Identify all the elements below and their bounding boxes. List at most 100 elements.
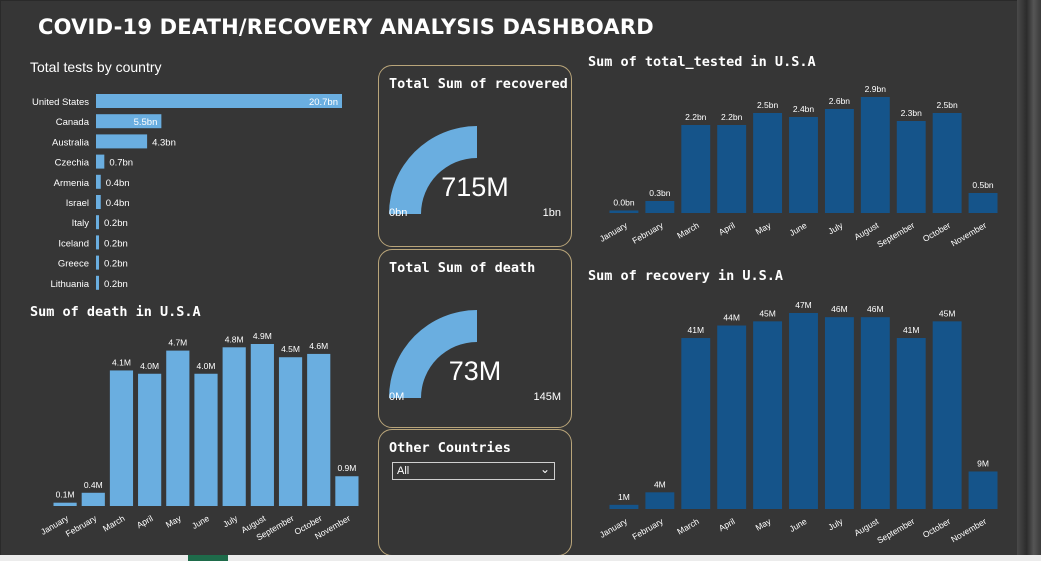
month-label: August xyxy=(852,516,880,538)
country-bar xyxy=(96,275,99,290)
month-label: January xyxy=(598,516,630,540)
bar xyxy=(194,373,218,506)
bar xyxy=(645,201,675,213)
bar-value-label: 0.3bn xyxy=(649,188,671,198)
bar-value-label: 46M xyxy=(831,304,848,314)
country-value-label: 0.2bn xyxy=(104,279,128,290)
recovery-usa-title: Sum of recovery in U.S.A xyxy=(588,268,784,284)
tests-by-country-title: Total tests by country xyxy=(30,59,162,75)
country-value-label: 5.5bn xyxy=(134,117,158,128)
bar xyxy=(250,344,274,506)
bar xyxy=(609,504,639,509)
month-label: March xyxy=(101,513,127,534)
bar-value-label: 2.2bn xyxy=(721,112,743,122)
month-label: March xyxy=(675,516,701,537)
bar xyxy=(307,353,331,506)
bar-value-label: 46M xyxy=(867,304,884,314)
month-label: April xyxy=(135,513,155,530)
country-label: United States xyxy=(32,97,89,108)
bar xyxy=(717,325,747,509)
bar-value-label: 2.9bn xyxy=(865,84,887,94)
recovered-gauge: 715M 0bn 1bn xyxy=(389,126,561,219)
month-label: March xyxy=(675,220,701,241)
bar xyxy=(753,113,783,213)
death-usa-title: Sum of death in U.S.A xyxy=(30,304,201,320)
country-label: Australia xyxy=(52,137,90,148)
bar-value-label: 4.6M xyxy=(309,341,328,351)
month-label: October xyxy=(921,516,952,540)
bar-value-label: 41M xyxy=(687,325,704,335)
window-edge xyxy=(1017,0,1041,561)
bottom-strip xyxy=(0,555,1041,561)
bar xyxy=(335,476,359,506)
death-gauge-title: Total Sum of death xyxy=(389,260,536,276)
country-label: Lithuania xyxy=(50,279,89,290)
country-filter-dropdown[interactable]: All ⌄ xyxy=(392,462,555,480)
death-usa-chart: 0.1MJanuary0.4MFebruary4.1MMarch4.0MApri… xyxy=(39,331,359,543)
bar-value-label: 2.3bn xyxy=(901,108,923,118)
bar xyxy=(789,117,818,213)
death-gauge-card: Total Sum of death 73M 0M 145M xyxy=(378,249,572,428)
country-value-label: 0.7bn xyxy=(109,158,133,169)
month-label: June xyxy=(788,220,809,238)
gauge-min-label: 0M xyxy=(389,391,404,403)
month-label: July xyxy=(826,220,845,237)
gauge-max-label: 145M xyxy=(533,391,561,403)
recovered-gauge-card: Total Sum of recovered 715M 0bn 1bn xyxy=(378,65,572,247)
bar xyxy=(896,338,926,509)
bar-value-label: 47M xyxy=(795,300,812,310)
month-label: October xyxy=(921,220,952,244)
bar-value-label: 44M xyxy=(723,313,740,323)
gauge-max-label: 1bn xyxy=(543,207,561,219)
month-label: November xyxy=(949,220,988,248)
gauge-arc xyxy=(389,310,477,398)
death-gauge: 73M 0M 145M xyxy=(389,310,561,403)
chevron-down-icon: ⌄ xyxy=(539,462,550,476)
country-bar xyxy=(96,235,99,250)
gauge-value-label: 73M xyxy=(449,356,502,386)
bar-value-label: 4.0M xyxy=(197,361,216,371)
month-label: July xyxy=(221,513,240,530)
country-bar xyxy=(96,134,148,149)
month-label: September xyxy=(875,220,916,250)
dashboard-canvas: COVID-19 DEATH/RECOVERY ANALYSIS DASHBOA… xyxy=(0,0,1018,557)
country-bar xyxy=(96,195,101,209)
sheet-tab[interactable] xyxy=(188,555,228,561)
bar xyxy=(717,125,747,213)
bar-value-label: 0.1M xyxy=(56,490,75,500)
month-label: June xyxy=(190,513,211,531)
country-filter-selected: All xyxy=(397,465,410,477)
month-label: February xyxy=(64,513,99,539)
month-label: July xyxy=(826,516,845,533)
country-value-label: 0.2bn xyxy=(104,238,128,249)
bar xyxy=(53,502,77,506)
bar xyxy=(609,210,639,213)
bar-value-label: 4.9M xyxy=(253,331,272,341)
month-label: May xyxy=(754,516,774,533)
country-value-label: 0.4bn xyxy=(106,198,130,209)
bar xyxy=(860,317,890,509)
bar xyxy=(109,370,134,506)
month-label: September xyxy=(875,516,916,546)
month-label: January xyxy=(598,220,630,244)
month-label: May xyxy=(754,220,774,237)
bar-value-label: 4.0M xyxy=(140,361,159,371)
bar-value-label: 41M xyxy=(903,325,920,335)
country-label: Czechia xyxy=(55,158,90,169)
bar xyxy=(789,313,818,509)
bar xyxy=(824,109,854,213)
bar-value-label: 1M xyxy=(618,492,630,502)
country-value-label: 0.2bn xyxy=(104,259,128,270)
country-label: Canada xyxy=(56,117,90,128)
bar xyxy=(278,357,303,506)
gauge-value-label: 715M xyxy=(441,172,509,202)
bar-value-label: 45M xyxy=(759,308,776,318)
month-label: November xyxy=(949,516,988,544)
bar-value-label: 0.5bn xyxy=(972,180,994,190)
month-label: June xyxy=(788,516,809,534)
country-label: Iceland xyxy=(58,238,89,249)
country-bar xyxy=(96,255,99,270)
bar xyxy=(81,492,105,506)
country-value-label: 0.4bn xyxy=(106,178,130,189)
bar-value-label: 4.7M xyxy=(168,338,187,348)
